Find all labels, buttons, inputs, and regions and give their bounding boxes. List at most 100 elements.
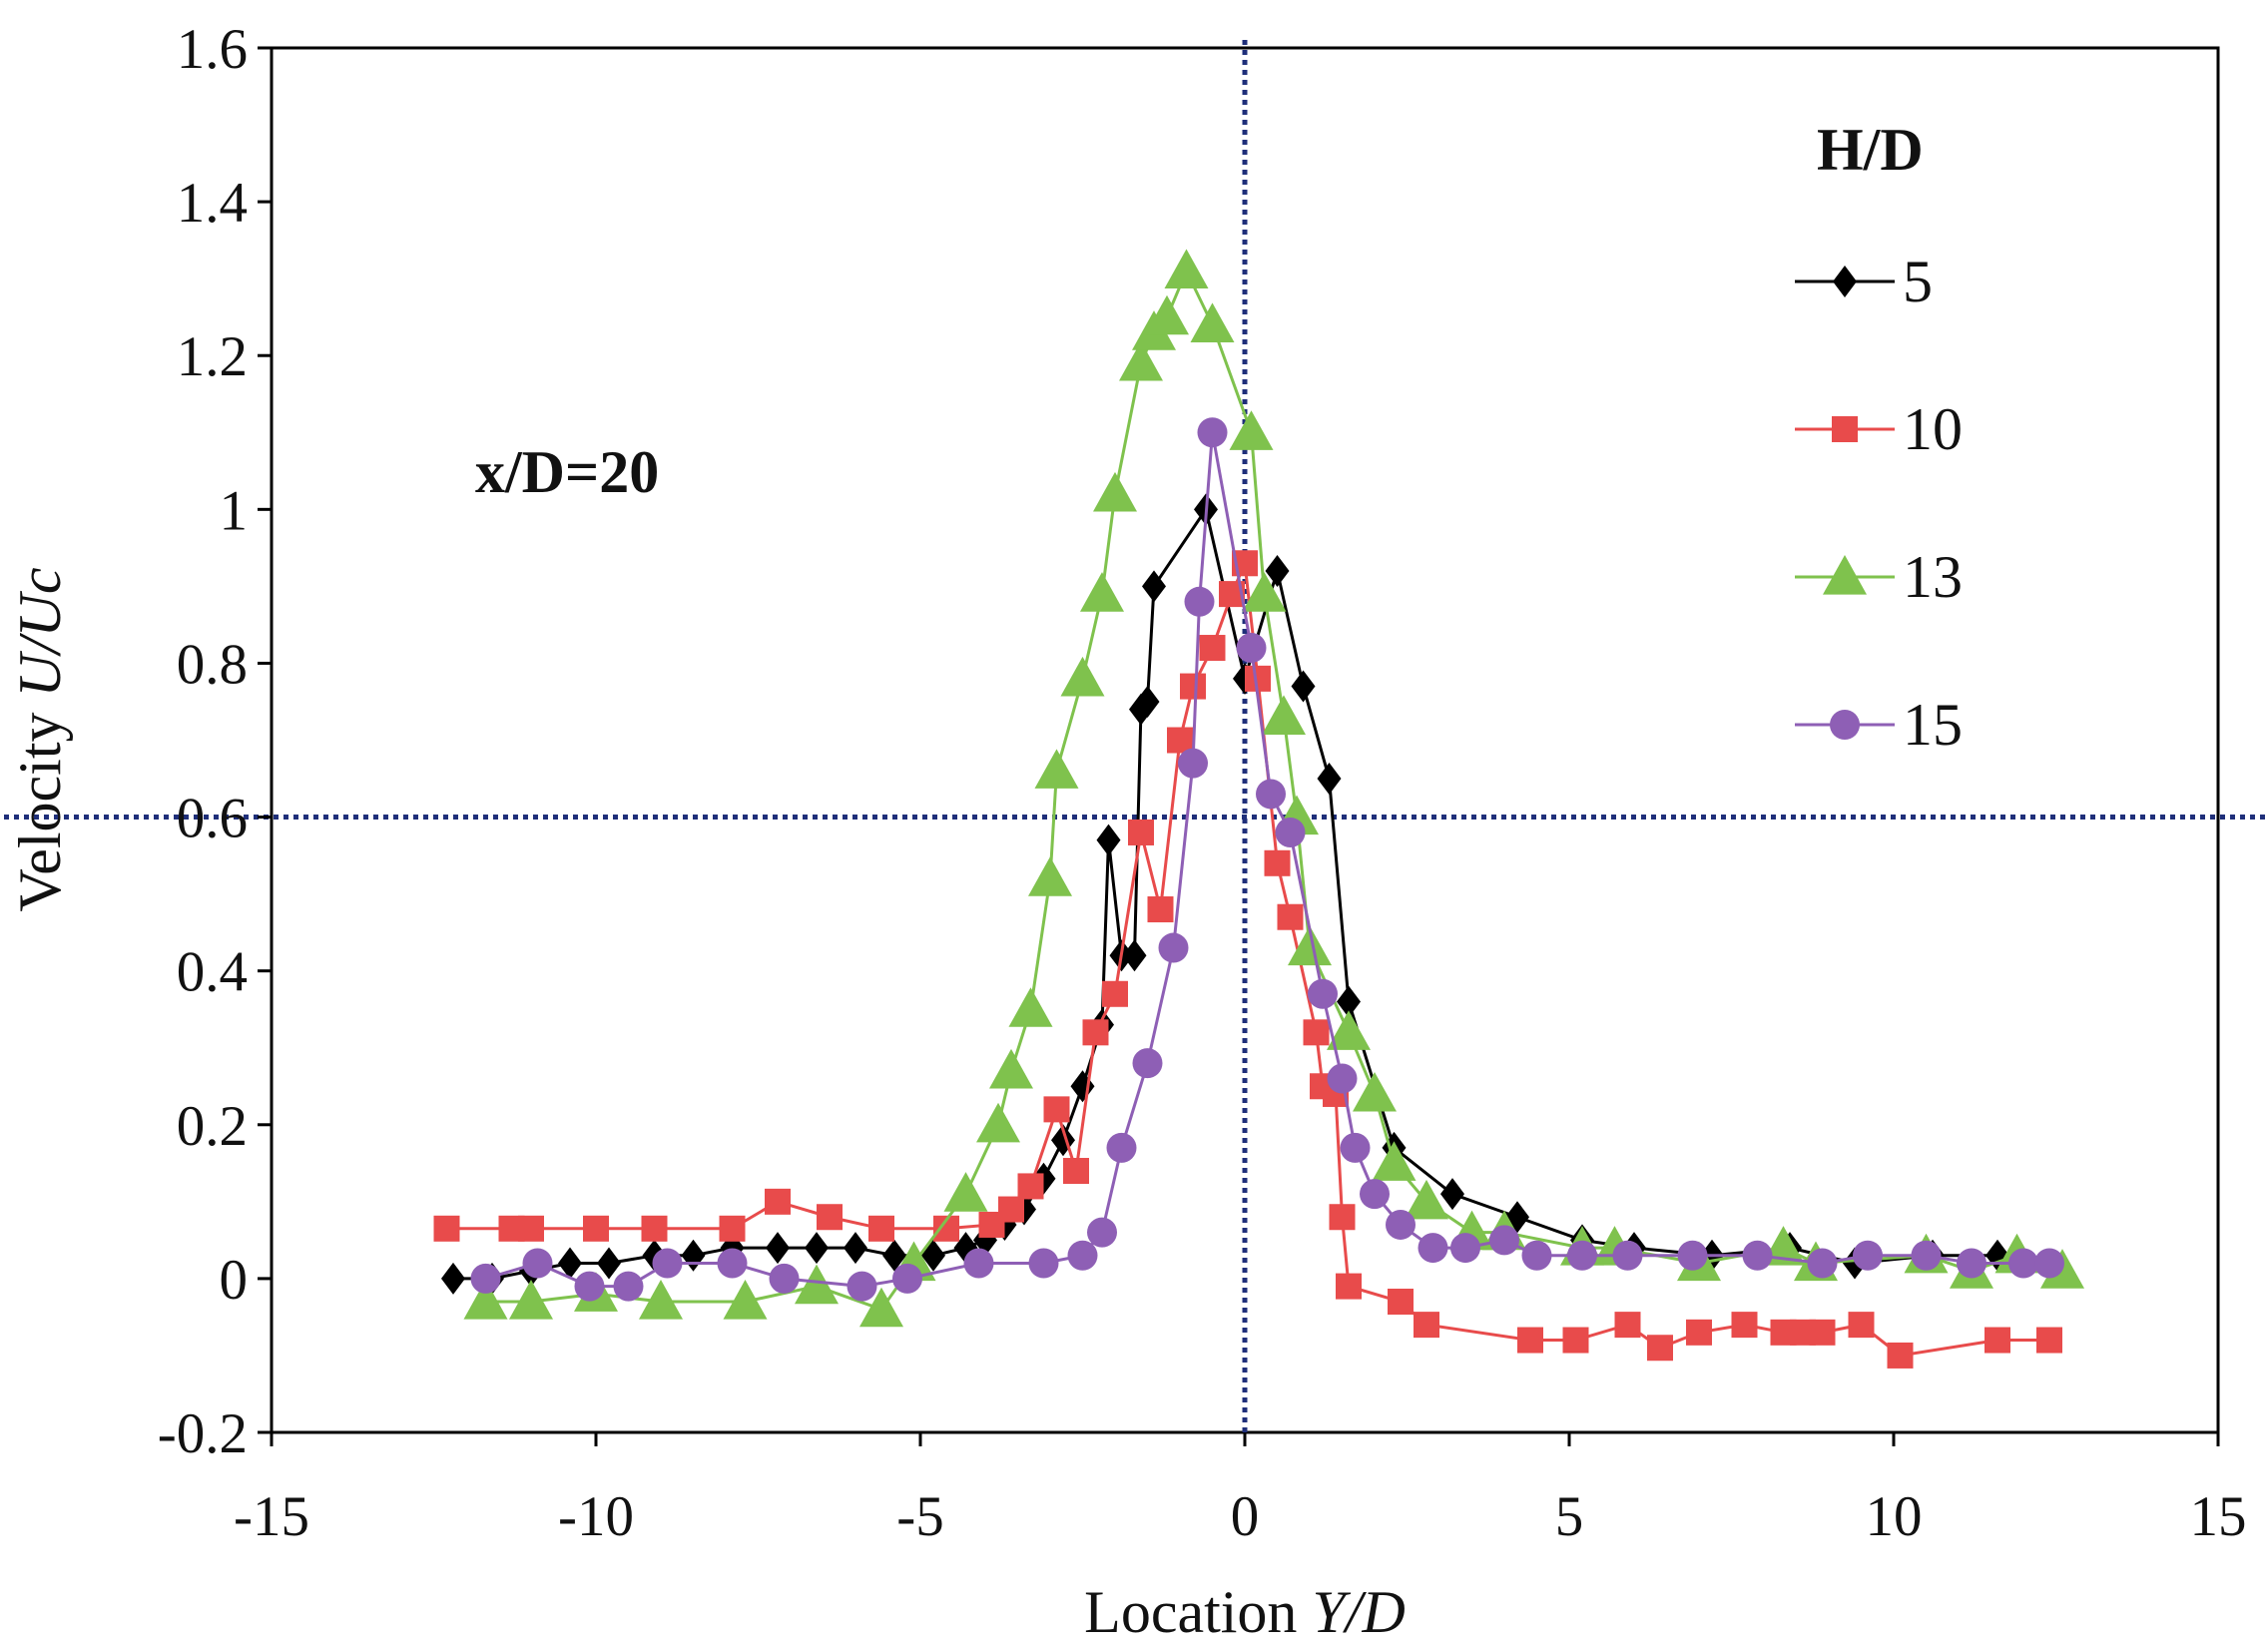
data-point-10 (1082, 1019, 1109, 1046)
y-axis: -0.2 0 0.2 0.4 0.6 0.8 1 1.2 1.4 1.6 (158, 18, 272, 1465)
legend-item-15: 15 (1795, 692, 1963, 758)
data-point-15 (1742, 1240, 1773, 1271)
data-point-10 (1647, 1335, 1673, 1362)
data-point-10 (1329, 1204, 1356, 1231)
data-point-13 (1761, 1226, 1806, 1266)
data-point-13 (1145, 294, 1189, 335)
y-axis-title: Velocity U/Uc (7, 568, 73, 912)
data-point-15 (1275, 817, 1306, 847)
data-point-10 (1562, 1327, 1589, 1354)
x-tick-label: -5 (896, 1485, 943, 1548)
data-point-15 (574, 1271, 605, 1302)
data-point-13 (1034, 749, 1079, 789)
data-point-5 (766, 1232, 790, 1265)
data-point-15 (1067, 1240, 1098, 1271)
data-point-15 (1677, 1240, 1708, 1271)
data-point-5 (597, 1247, 621, 1280)
x-axis-title-prefix: Location (1084, 1579, 1312, 1645)
y-tick-label: 0.8 (177, 633, 248, 696)
data-point-13 (1008, 987, 1053, 1027)
data-point-13 (1060, 656, 1105, 697)
data-point-10 (1063, 1158, 1089, 1185)
data-point-5 (1440, 1178, 1464, 1211)
data-point-13 (1190, 302, 1235, 342)
legend-item-13: 13 (1795, 544, 1963, 610)
data-point-15 (1132, 1048, 1163, 1079)
data-point-10 (1199, 635, 1226, 662)
data-point-10 (765, 1188, 791, 1215)
y-tick-label: 0 (220, 1249, 249, 1312)
data-point-13 (795, 1264, 839, 1305)
data-point-5 (1142, 570, 1166, 603)
data-point-13 (943, 1172, 988, 1212)
x-tick-label: 10 (1866, 1485, 1923, 1548)
x-tick-label: 0 (1231, 1485, 1260, 1548)
y-tick-label: 0.2 (177, 1095, 248, 1158)
data-point-10 (1731, 1312, 1758, 1339)
data-point-13 (1242, 572, 1287, 612)
data-point-5 (882, 1239, 906, 1272)
y-tick-label: -0.2 (158, 1402, 248, 1465)
data-point-10 (518, 1215, 544, 1242)
data-point-10 (1277, 903, 1304, 930)
series-15 (470, 417, 2064, 1302)
y-tick-label: 0.4 (177, 941, 248, 1004)
data-point-5 (1122, 939, 1147, 972)
y-axis-title-variable: U/Uc (7, 568, 73, 698)
x-tick-label: 15 (2190, 1485, 2247, 1548)
data-point-15 (1567, 1240, 1597, 1271)
data-point-15 (1327, 1063, 1358, 1094)
data-point-15 (1360, 1179, 1390, 1210)
x-tick-label: -15 (234, 1485, 309, 1548)
data-point-15 (1087, 1217, 1117, 1248)
data-point-10 (1128, 819, 1154, 845)
data-point-10 (1180, 673, 1206, 700)
data-point-10 (1102, 980, 1128, 1007)
data-point-5 (1337, 985, 1361, 1018)
data-point-15 (1807, 1248, 1838, 1279)
x-tick-label: -10 (558, 1485, 634, 1548)
data-point-10 (1887, 1342, 1914, 1369)
data-point-5 (1265, 554, 1290, 587)
data-point-13 (1229, 410, 1274, 450)
data-point-13 (723, 1280, 768, 1320)
data-point-13 (1372, 1141, 1417, 1181)
data-point-15 (613, 1271, 644, 1302)
data-point-13 (463, 1280, 508, 1320)
legend-item-10: 10 (1795, 396, 1963, 462)
data-point-15 (1236, 633, 1267, 664)
legend-marker (1823, 555, 1867, 595)
annotation-xd20: x/D=20 (475, 439, 659, 505)
data-point-15 (1106, 1132, 1137, 1163)
data-point-15 (522, 1248, 553, 1279)
data-point-15 (470, 1263, 501, 1294)
data-point-10 (1809, 1319, 1836, 1346)
data-point-5 (844, 1232, 867, 1265)
y-tick-label: 1.6 (177, 18, 248, 81)
data-point-5 (1317, 763, 1342, 796)
data-point-13 (1327, 1010, 1371, 1050)
data-point-10 (1517, 1327, 1543, 1354)
data-point-15 (1028, 1248, 1059, 1279)
y-tick-label: 1 (220, 479, 249, 542)
series-layer (433, 249, 2084, 1369)
data-point-10 (1414, 1312, 1439, 1339)
data-point-10 (1264, 849, 1291, 876)
data-point-15 (769, 1263, 800, 1294)
data-point-10 (2036, 1327, 2062, 1354)
data-point-10 (1147, 896, 1174, 923)
data-point-13 (989, 1048, 1033, 1089)
data-point-15 (1521, 1240, 1552, 1271)
data-point-10 (1848, 1312, 1875, 1339)
data-point-13 (859, 1287, 903, 1328)
data-point-15 (1489, 1225, 1519, 1256)
legend-marker (1833, 266, 1857, 297)
data-point-13 (1405, 1179, 1448, 1220)
data-point-5 (1096, 824, 1121, 856)
y-tick-label: 1.2 (177, 325, 248, 388)
data-point-15 (1386, 1209, 1416, 1240)
data-point-15 (1450, 1233, 1480, 1264)
legend-marker (1832, 416, 1858, 442)
data-point-5 (558, 1247, 582, 1280)
y-tick-label: 1.4 (177, 172, 248, 235)
